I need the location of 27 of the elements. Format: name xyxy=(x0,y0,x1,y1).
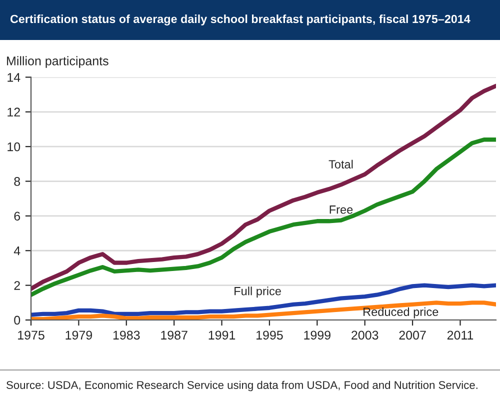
y-tick-label: 8 xyxy=(14,177,20,186)
x-tick-label: 2003 xyxy=(352,330,378,340)
y-tick-label: 14 xyxy=(8,73,20,82)
x-tick-label: 1999 xyxy=(304,330,330,340)
y-tick-label: 12 xyxy=(8,108,20,116)
y-tick-label: 10 xyxy=(8,142,20,152)
series-label: Reduced price xyxy=(364,307,438,318)
x-tick-label: 1983 xyxy=(113,330,140,340)
x-tick-label: 1991 xyxy=(208,330,236,340)
line-series xyxy=(31,283,496,317)
x-tick-label: 2011 xyxy=(447,330,474,340)
line-series xyxy=(31,138,496,297)
x-tick-label: 1975 xyxy=(18,330,44,340)
x-tick-label: 1979 xyxy=(66,330,92,340)
series-label: Free xyxy=(330,206,353,214)
y-axis-title: Million participants xyxy=(7,56,108,68)
y-tick-label: 0 xyxy=(14,316,20,325)
x-tick-label: 1987 xyxy=(161,330,188,340)
series-label: Total xyxy=(328,160,353,169)
x-tick-label: 2007 xyxy=(399,330,426,340)
y-tick-label: 2 xyxy=(14,281,20,290)
y-tick-label: 6 xyxy=(14,212,20,221)
series-label: Full price xyxy=(234,286,281,298)
source-note: Source: USDA, Economic Research Service using data from USDA, Food and Nutrition Service. xyxy=(6,380,478,392)
x-tick-label: 1995 xyxy=(256,330,283,340)
y-tick-label: 4 xyxy=(14,246,20,256)
chart-title: Certification status of average daily school breakfast participants, fiscal 1975–2014 xyxy=(10,14,470,26)
